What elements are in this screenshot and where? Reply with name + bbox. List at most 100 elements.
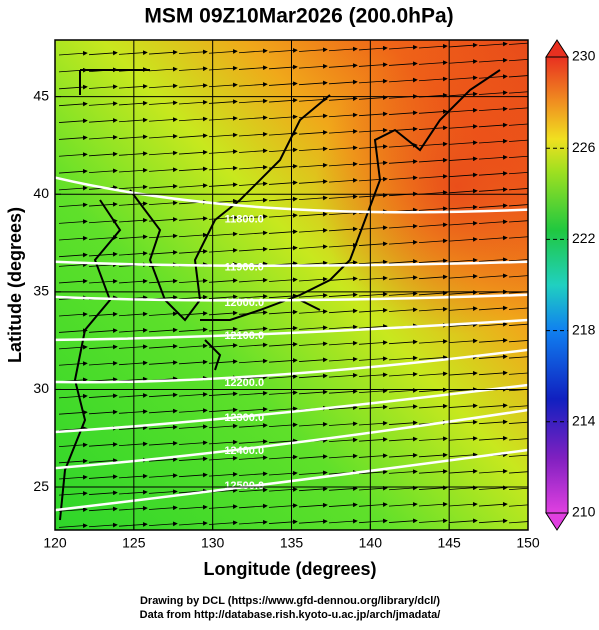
x-tick-label: 120 xyxy=(43,535,67,551)
streamline-arrow xyxy=(118,100,148,106)
streamline-arrow xyxy=(118,234,148,240)
streamline-arrow xyxy=(148,117,178,122)
streamline-arrow xyxy=(508,323,528,326)
streamline-arrow xyxy=(178,311,208,316)
streamline-arrow xyxy=(148,489,178,495)
streamline-arrow xyxy=(388,404,418,410)
streamline-arrow xyxy=(298,373,328,379)
streamline-arrow xyxy=(118,278,148,284)
chart-title: MSM 09Z10Mar2026 (200.0hPa) xyxy=(144,5,453,28)
streamline-arrow xyxy=(238,358,268,364)
streamline-arrow xyxy=(148,457,178,462)
streamline-arrow xyxy=(118,360,148,366)
streamline-arrow xyxy=(208,132,238,138)
streamline-arrow xyxy=(508,454,528,457)
streamline-arrow xyxy=(148,167,178,173)
streamline-arrow xyxy=(328,372,358,378)
streamline-arrow xyxy=(448,452,478,458)
streamline-arrow xyxy=(508,139,528,142)
streamline-arrow xyxy=(328,226,358,232)
streamline-arrow xyxy=(388,275,418,280)
streamline-arrow xyxy=(58,84,88,90)
streamline-arrow xyxy=(508,421,528,424)
streamline-arrow xyxy=(388,291,418,297)
streamline-arrow xyxy=(208,471,238,477)
streamline-arrow xyxy=(268,196,298,202)
streamline-arrow xyxy=(418,258,448,264)
streamline-arrow xyxy=(268,97,298,103)
streamline-arrow xyxy=(238,48,268,54)
streamline-arrow xyxy=(478,354,508,360)
streamline-arrow xyxy=(418,238,448,244)
streamline-arrow xyxy=(178,472,208,478)
streamline-arrow xyxy=(298,80,328,86)
streamline-arrow xyxy=(208,439,238,445)
streamline-arrow xyxy=(508,405,528,408)
colorbar-extend xyxy=(545,512,569,531)
streamline-arrow xyxy=(208,391,238,397)
streamline-arrow xyxy=(418,60,448,66)
streamline-arrow xyxy=(358,469,388,475)
streamline-arrow xyxy=(448,290,478,295)
streamline-arrow xyxy=(478,485,508,491)
streamline-arrow xyxy=(268,487,298,492)
streamline-arrow xyxy=(328,324,358,330)
colorbar-tick-label: 230 xyxy=(572,48,596,64)
streamline-arrow xyxy=(88,311,118,317)
streamline-arrow xyxy=(118,344,148,350)
streamline-arrow xyxy=(298,309,328,314)
streamline-arrow xyxy=(118,327,148,333)
streamline-arrow xyxy=(358,404,388,410)
streamline-arrow xyxy=(208,504,238,510)
streamline-arrow xyxy=(298,179,328,185)
contour-label: 12100.0 xyxy=(224,330,264,342)
streamline-arrow xyxy=(208,423,238,429)
streamline-arrow xyxy=(298,486,328,492)
streamline-arrow xyxy=(88,118,118,123)
streamline-arrow xyxy=(238,503,268,509)
streamline-arrow xyxy=(118,201,148,207)
streamline-arrow xyxy=(448,188,478,194)
streamline-arrow xyxy=(58,202,88,208)
streamline-arrow xyxy=(418,452,448,458)
streamline-arrow xyxy=(208,165,238,171)
plot-frame xyxy=(54,39,529,531)
streamline-arrow xyxy=(118,522,148,527)
streamline-arrow xyxy=(388,239,418,245)
streamline-arrow xyxy=(178,520,208,526)
streamline-arrow xyxy=(448,257,478,263)
colorbar-extend xyxy=(545,39,569,58)
streamline-arrow xyxy=(208,278,238,283)
streamline-arrow xyxy=(238,423,268,428)
streamline-arrow xyxy=(448,59,478,64)
streamline-arrow xyxy=(448,75,478,81)
colorbar: 210 214 218 222 226 230 xyxy=(545,39,596,531)
streamline-arrow xyxy=(328,502,358,508)
contour-line xyxy=(55,448,528,512)
streamline-arrow xyxy=(268,229,298,235)
streamline-arrow xyxy=(118,393,148,398)
streamline-arrow xyxy=(388,502,418,507)
streamline-arrow xyxy=(358,176,388,182)
streamline-arrow xyxy=(178,343,208,349)
streamline-arrow xyxy=(208,455,238,461)
contour-line xyxy=(55,383,528,434)
streamline-arrow xyxy=(388,142,418,148)
streamline-arrow xyxy=(88,151,118,157)
streamline-arrow xyxy=(478,74,508,79)
streamline-arrow xyxy=(328,242,358,248)
streamline-arrow xyxy=(58,118,88,124)
streamline-arrow xyxy=(508,487,528,491)
streamline-arrow xyxy=(478,203,508,209)
streamline-arrow xyxy=(298,146,328,152)
streamline-arrow xyxy=(178,392,208,397)
streamline-arrow xyxy=(58,458,88,464)
streamline-arrow xyxy=(388,307,418,313)
streamline-arrow xyxy=(448,140,478,146)
streamline-arrow xyxy=(298,470,328,476)
streamline-arrow xyxy=(508,42,528,45)
streamline-arrow xyxy=(298,325,328,331)
streamline-arrow xyxy=(58,393,88,399)
streamline-arrow xyxy=(508,155,528,159)
streamline-arrow xyxy=(478,435,508,441)
